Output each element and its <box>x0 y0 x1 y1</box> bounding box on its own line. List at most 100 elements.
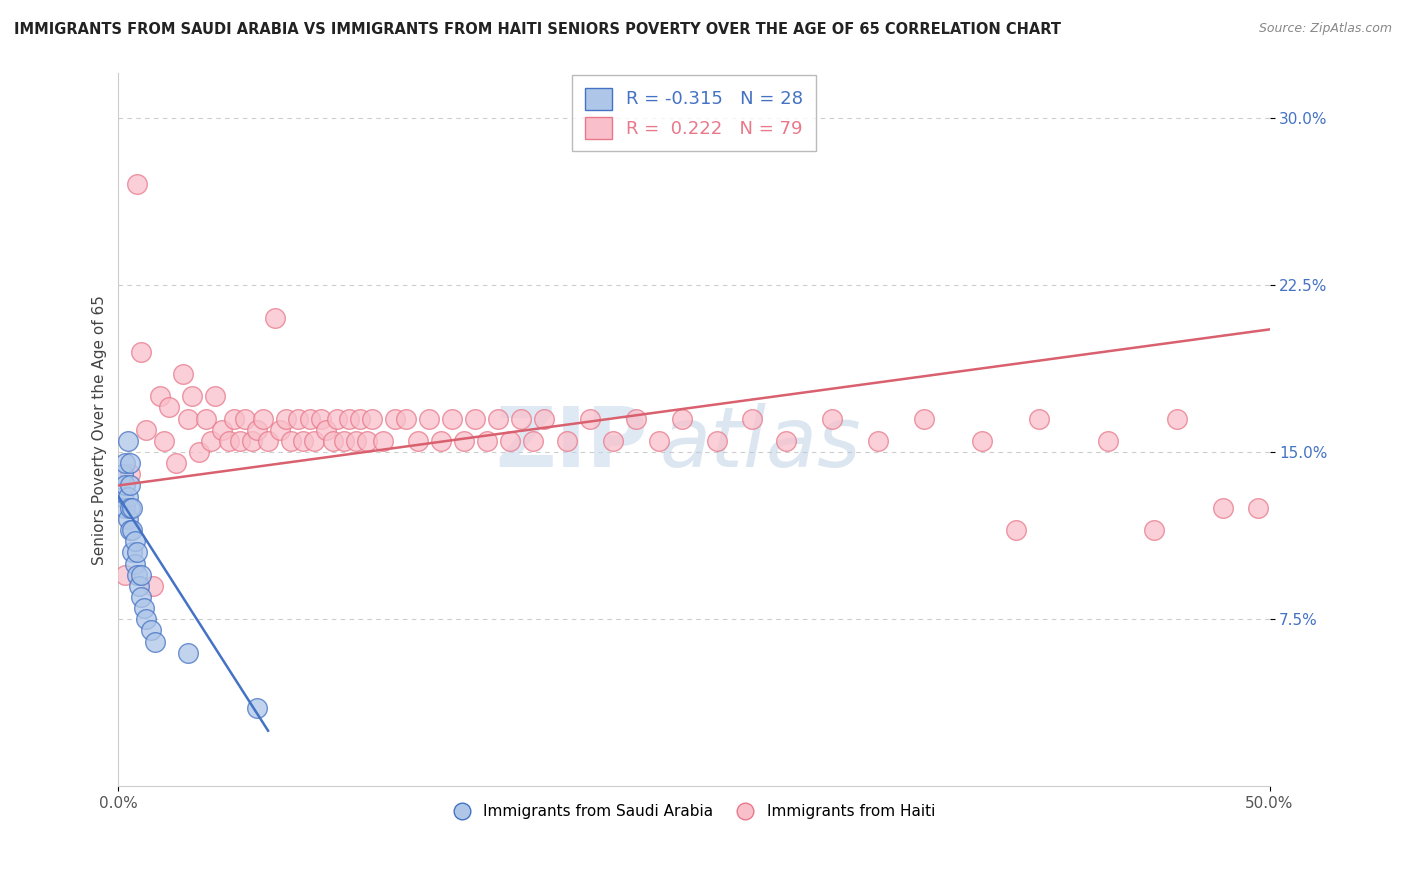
Point <box>464 411 486 425</box>
Point <box>373 434 395 448</box>
Point <box>121 523 143 537</box>
Point <box>135 612 157 626</box>
Point <box>204 389 226 403</box>
Point <box>1143 523 1166 537</box>
Point <box>821 411 844 425</box>
Point <box>118 523 141 537</box>
Point <box>121 545 143 559</box>
Point <box>153 434 176 448</box>
Point <box>344 434 367 448</box>
Point <box>395 411 418 425</box>
Y-axis label: Seniors Poverty Over the Age of 65: Seniors Poverty Over the Age of 65 <box>93 294 107 565</box>
Point <box>118 467 141 482</box>
Point <box>114 567 136 582</box>
Point <box>112 490 135 504</box>
Point <box>475 434 498 448</box>
Point <box>349 411 371 425</box>
Point <box>1247 500 1270 515</box>
Point <box>453 434 475 448</box>
Point <box>1028 411 1050 425</box>
Point <box>602 434 624 448</box>
Point <box>533 411 555 425</box>
Point <box>176 646 198 660</box>
Point <box>264 311 287 326</box>
Point <box>118 500 141 515</box>
Point <box>142 579 165 593</box>
Point <box>128 579 150 593</box>
Point <box>406 434 429 448</box>
Point <box>626 411 648 425</box>
Point <box>486 411 509 425</box>
Point <box>1166 411 1188 425</box>
Point <box>510 411 533 425</box>
Point <box>143 634 166 648</box>
Point <box>1097 434 1119 448</box>
Point <box>114 456 136 470</box>
Point <box>557 434 579 448</box>
Point <box>671 411 693 425</box>
Point <box>112 467 135 482</box>
Point <box>124 557 146 571</box>
Point <box>229 434 252 448</box>
Text: Source: ZipAtlas.com: Source: ZipAtlas.com <box>1258 22 1392 36</box>
Point <box>149 389 172 403</box>
Point <box>384 411 406 425</box>
Point <box>117 512 139 526</box>
Point <box>188 445 211 459</box>
Point <box>287 411 309 425</box>
Point <box>315 423 337 437</box>
Point <box>200 434 222 448</box>
Point <box>124 534 146 549</box>
Point <box>211 423 233 437</box>
Point <box>240 434 263 448</box>
Point <box>131 590 153 604</box>
Point <box>322 434 344 448</box>
Point <box>165 456 187 470</box>
Point <box>291 434 314 448</box>
Point <box>276 411 298 425</box>
Point <box>337 411 360 425</box>
Text: atlas: atlas <box>659 403 860 484</box>
Point <box>157 401 180 415</box>
Point <box>125 178 148 192</box>
Point <box>522 434 544 448</box>
Point <box>280 434 302 448</box>
Legend: Immigrants from Saudi Arabia, Immigrants from Haiti: Immigrants from Saudi Arabia, Immigrants… <box>447 798 942 825</box>
Point <box>360 411 382 425</box>
Point <box>218 434 240 448</box>
Point <box>245 701 267 715</box>
Point <box>118 478 141 492</box>
Point <box>233 411 256 425</box>
Point <box>135 423 157 437</box>
Point <box>176 411 198 425</box>
Point <box>245 423 267 437</box>
Point <box>131 344 153 359</box>
Point <box>868 434 890 448</box>
Point <box>648 434 671 448</box>
Point <box>1212 500 1234 515</box>
Point <box>117 490 139 504</box>
Point <box>118 456 141 470</box>
Point <box>257 434 280 448</box>
Point <box>131 567 153 582</box>
Point <box>121 500 143 515</box>
Point <box>298 411 321 425</box>
Point <box>741 411 763 425</box>
Point <box>114 500 136 515</box>
Point <box>356 434 378 448</box>
Point <box>775 434 797 448</box>
Text: IMMIGRANTS FROM SAUDI ARABIA VS IMMIGRANTS FROM HAITI SENIORS POVERTY OVER THE A: IMMIGRANTS FROM SAUDI ARABIA VS IMMIGRAN… <box>14 22 1062 37</box>
Point <box>499 434 522 448</box>
Point <box>252 411 274 425</box>
Point <box>222 411 245 425</box>
Point <box>970 434 993 448</box>
Text: ZIP: ZIP <box>495 403 648 484</box>
Point <box>429 434 451 448</box>
Point <box>326 411 349 425</box>
Point <box>309 411 332 425</box>
Point <box>579 411 602 425</box>
Point <box>132 601 155 615</box>
Point <box>1005 523 1028 537</box>
Point <box>302 434 325 448</box>
Point <box>269 423 291 437</box>
